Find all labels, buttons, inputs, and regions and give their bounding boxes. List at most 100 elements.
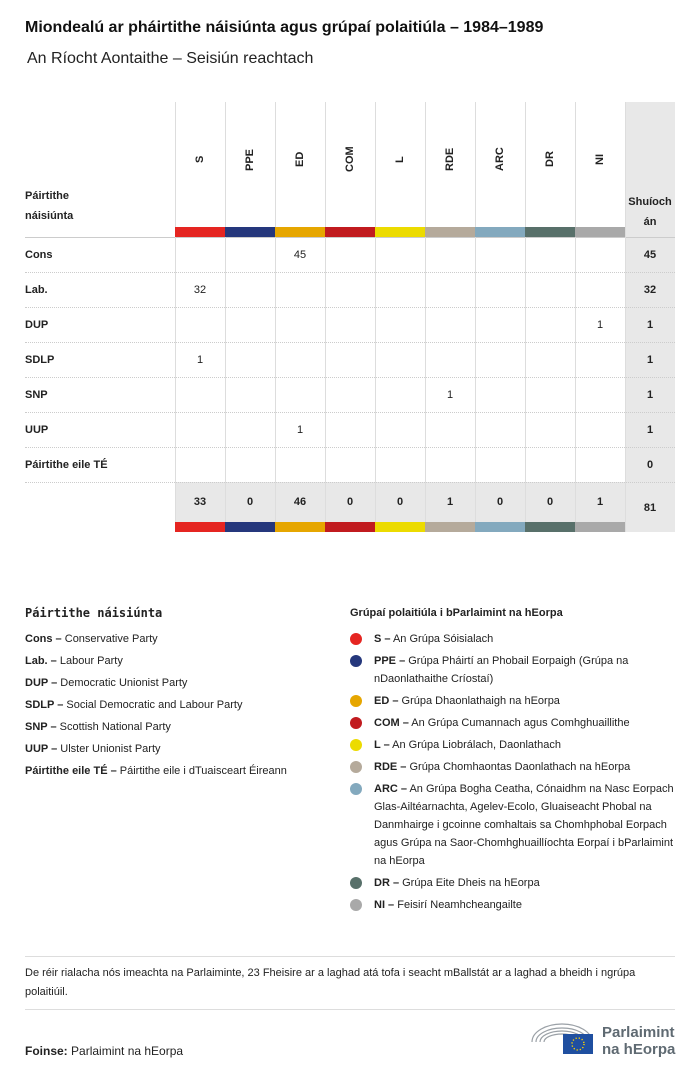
group-total: 0: [346, 496, 354, 508]
group-header-l: L: [394, 156, 406, 163]
group-color-bar: [575, 227, 625, 237]
party-code: DUP –: [25, 677, 58, 689]
group-legend-item: DR – Grúpa Eite Dheis na hEorpa: [350, 874, 680, 892]
row-total: 45: [643, 249, 657, 261]
group-header-ni: NI: [594, 154, 606, 165]
group-header-s: S: [194, 155, 206, 164]
column-divider: [325, 102, 326, 532]
group-color-bar: [275, 227, 325, 237]
group-color-dot: [350, 899, 362, 911]
group-color-dot: [350, 655, 362, 667]
group-header-ed: ED: [294, 151, 306, 168]
group-legend-title: Grúpaí polaitiúla i bParlaimint na hEorp…: [350, 607, 563, 619]
group-name: Grúpa Dhaonlathaigh na hEorpa: [401, 695, 560, 707]
row-total: 1: [646, 389, 654, 401]
group-legend-item: ARC – An Grúpa Bogha Ceatha, Cónaidhm na…: [350, 780, 680, 870]
group-total: 1: [596, 496, 604, 508]
group-code: COM –: [374, 717, 409, 729]
group-code: PPE –: [374, 655, 406, 667]
row-total: 1: [646, 319, 654, 331]
group-color-bar: [525, 227, 575, 237]
group-color-dot: [350, 877, 362, 889]
group-total: 0: [396, 496, 404, 508]
group-color-bar-bottom: [425, 522, 475, 532]
row-total: 1: [646, 354, 654, 366]
group-header-dr: DR: [544, 151, 556, 168]
group-name: Grúpa Eite Dheis na hEorpa: [402, 877, 540, 889]
row-divider: [25, 412, 675, 413]
group-legend-item: RDE – Grúpa Chomhaontas Daonlathach na h…: [350, 758, 680, 776]
note-divider-top: [25, 956, 675, 957]
row-divider: [25, 447, 675, 448]
group-color-bar-bottom: [575, 522, 625, 532]
party-code: SDLP –: [25, 699, 64, 711]
group-color-bar-bottom: [375, 522, 425, 532]
group-code: DR –: [374, 877, 400, 889]
seat-count: 1: [196, 354, 204, 366]
party-legend-item: SNP – Scottish National Party: [25, 716, 335, 738]
seat-count: 1: [596, 319, 604, 331]
group-color-dot: [350, 739, 362, 751]
table-row: SDLP 1 1: [25, 342, 675, 377]
party-legend-item: DUP – Democratic Unionist Party: [25, 672, 335, 694]
group-color-bar: [475, 227, 525, 237]
group-color-dot: [350, 761, 362, 773]
party-legend-item: UUP – Ulster Unionist Party: [25, 738, 335, 760]
row-total: 32: [643, 284, 657, 296]
row-divider: [25, 377, 675, 378]
party-label: Páirtithe eile TÉ: [25, 459, 108, 471]
row-divider: [25, 482, 675, 483]
column-divider: [475, 102, 476, 532]
group-header-rde: RDE: [444, 147, 456, 172]
group-code: S –: [374, 633, 391, 645]
group-color-bar: [325, 227, 375, 237]
party-label: SDLP: [25, 354, 55, 366]
seat-table: Páirtithe náisiúnta Shuíochán S 33 PPE 0 ED 4…: [25, 102, 675, 532]
row-divider: [25, 342, 675, 343]
column-divider: [625, 102, 626, 532]
party-name: Labour Party: [59, 655, 123, 667]
seat-count: 32: [193, 284, 207, 296]
note-divider-bottom: [25, 1009, 675, 1010]
group-total: 0: [496, 496, 504, 508]
group-color-dot: [350, 633, 362, 645]
group-color-bar: [225, 227, 275, 237]
group-color-bar: [375, 227, 425, 237]
group-color-dot: [350, 695, 362, 707]
party-code: Páirtithe eile TÉ –: [25, 765, 117, 777]
row-total: 1: [646, 424, 654, 436]
chart-title: Miondealú ar pháirtithe náisiúnta agus g…: [25, 19, 544, 36]
group-total: 0: [546, 496, 554, 508]
party-legend-title: Páirtithe náisiúnta: [25, 606, 163, 620]
column-divider: [375, 102, 376, 532]
group-legend-item: COM – An Grúpa Cumannach agus Comhghuail…: [350, 714, 680, 732]
party-code: UUP –: [25, 743, 58, 755]
table-row: Lab. 32 32: [25, 272, 675, 307]
party-legend-item: Lab. – Labour Party: [25, 650, 335, 672]
group-name: Feisirí Neamhcheangailte: [397, 899, 522, 911]
column-divider: [575, 102, 576, 532]
group-color-bar-bottom: [525, 522, 575, 532]
group-legend-item: S – An Grúpa Sóisialach: [350, 630, 680, 648]
group-name: An Grúpa Liobrálach, Daonlathach: [392, 739, 561, 751]
group-color-bar-bottom: [275, 522, 325, 532]
group-color-bar-bottom: [475, 522, 525, 532]
group-name: Grúpa Pháirtí an Phobail Eorpaigh (Grúpa…: [374, 655, 629, 685]
seat-count: 1: [296, 424, 304, 436]
party-label: DUP: [25, 319, 49, 331]
party-legend-item: Cons – Conservative Party: [25, 628, 335, 650]
column-divider: [275, 102, 276, 532]
group-legend-item: ED – Grúpa Dhaonlathaigh na hEorpa: [350, 692, 680, 710]
table-row: Cons 45 45: [25, 237, 675, 272]
seat-count: 45: [293, 249, 307, 261]
group-color-bar-bottom: [325, 522, 375, 532]
group-color-bar: [175, 227, 225, 237]
group-code: ARC –: [374, 783, 408, 795]
ep-logo: Parlaimint na hEorpa: [530, 1020, 680, 1060]
party-label: Lab.: [25, 284, 48, 296]
group-total: 33: [193, 496, 207, 508]
party-name: Scottish National Party: [59, 721, 171, 733]
group-code: L –: [374, 739, 390, 751]
group-total: 1: [446, 496, 454, 508]
party-code: Lab. –: [25, 655, 57, 667]
